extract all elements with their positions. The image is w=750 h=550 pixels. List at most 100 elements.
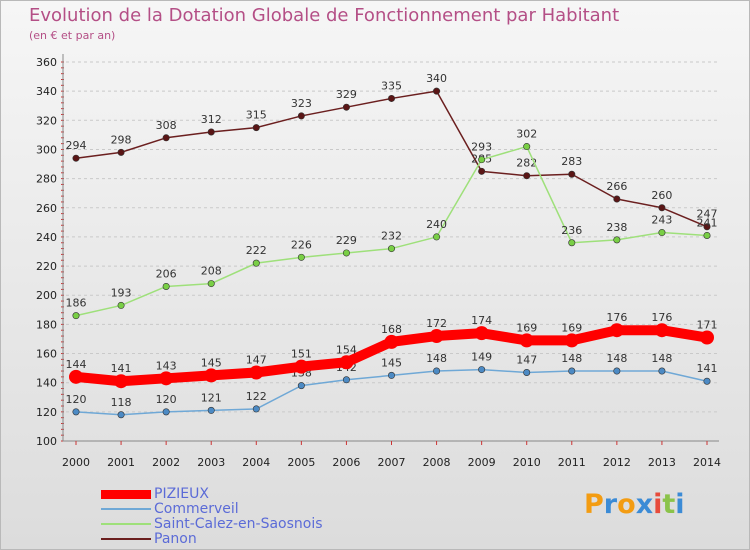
data-label-saint-calez-en-saosnois: 222 — [246, 244, 267, 257]
data-point-commerveil — [342, 376, 350, 384]
data-label-pizieux: 144 — [66, 358, 87, 371]
data-point-saint-calez-en-saosnois — [117, 301, 125, 309]
x-tick-label: 2002 — [152, 456, 180, 469]
data-label-pizieux: 172 — [426, 317, 447, 330]
legend-item-pizieux: PIZIEUX — [101, 486, 209, 502]
y-tick-label: 360 — [36, 56, 57, 69]
data-label-saint-calez-en-saosnois: 193 — [111, 286, 132, 299]
data-point-saint-calez-en-saosnois — [297, 253, 305, 261]
data-point-pizieux — [609, 323, 624, 338]
data-point-saint-calez-en-saosnois — [387, 245, 395, 253]
x-tick-label: 2005 — [287, 456, 315, 469]
data-label-commerveil: 148 — [561, 352, 582, 365]
data-point-commerveil — [523, 368, 531, 376]
data-point-saint-calez-en-saosnois — [252, 259, 260, 267]
data-label-commerveil: 120 — [66, 393, 87, 406]
data-label-panon: 308 — [156, 119, 177, 132]
legend-swatch-commerveil — [101, 508, 151, 510]
x-tick-label: 2003 — [197, 456, 225, 469]
y-tick-label: 240 — [36, 231, 57, 244]
data-label-pizieux: 176 — [606, 311, 627, 324]
data-point-commerveil — [117, 411, 125, 419]
data-label-panon: 340 — [426, 72, 447, 85]
legend-item-commerveil: Commerveil — [101, 501, 239, 517]
data-point-panon — [703, 223, 711, 231]
x-tick-label: 2013 — [648, 456, 676, 469]
data-point-panon — [568, 170, 576, 178]
data-label-pizieux: 176 — [651, 311, 672, 324]
x-tick-label: 2009 — [468, 456, 496, 469]
data-label-panon: 266 — [606, 180, 627, 193]
y-tick-label: 180 — [36, 318, 57, 331]
data-label-commerveil: 120 — [156, 393, 177, 406]
data-point-panon — [162, 134, 170, 142]
x-tick-label: 2004 — [242, 456, 270, 469]
x-tick-label: 2006 — [332, 456, 360, 469]
data-point-panon — [613, 195, 621, 203]
legend-label-pizieux: PIZIEUX — [154, 486, 209, 502]
data-label-panon: 282 — [516, 157, 537, 170]
data-point-commerveil — [613, 367, 621, 375]
x-tick-label: 2012 — [603, 456, 631, 469]
data-point-commerveil — [387, 371, 395, 379]
x-tick-label: 2010 — [513, 456, 541, 469]
data-point-pizieux — [339, 355, 354, 370]
data-label-commerveil: 148 — [606, 352, 627, 365]
data-label-panon: 329 — [336, 88, 357, 101]
data-point-saint-calez-en-saosnois — [478, 156, 486, 164]
data-label-panon: 315 — [246, 109, 267, 122]
data-point-commerveil — [252, 405, 260, 413]
data-label-panon: 298 — [111, 133, 132, 146]
data-label-commerveil: 118 — [111, 396, 132, 409]
data-point-pizieux — [474, 326, 489, 341]
y-tick-label: 260 — [36, 202, 57, 215]
y-tick-label: 320 — [36, 114, 57, 127]
data-point-saint-calez-en-saosnois — [162, 282, 170, 290]
data-point-saint-calez-en-saosnois — [342, 249, 350, 257]
data-point-commerveil — [72, 408, 80, 416]
data-label-saint-calez-en-saosnois: 232 — [381, 230, 402, 243]
data-label-commerveil: 141 — [697, 362, 718, 375]
data-point-commerveil — [162, 408, 170, 416]
data-label-saint-calez-en-saosnois: 243 — [651, 214, 672, 227]
data-point-pizieux — [249, 365, 264, 380]
data-point-commerveil — [703, 377, 711, 385]
data-label-pizieux: 145 — [201, 356, 222, 369]
data-point-commerveil — [658, 367, 666, 375]
data-label-pizieux: 143 — [156, 359, 177, 372]
data-label-commerveil: 121 — [201, 391, 222, 404]
legend-label-panon: Panon — [154, 531, 197, 547]
data-label-saint-calez-en-saosnois: 238 — [606, 221, 627, 234]
chart-subtitle: (en € et par an) — [29, 29, 116, 42]
y-tick-label: 340 — [36, 85, 57, 98]
data-point-pizieux — [384, 334, 399, 349]
data-point-saint-calez-en-saosnois — [523, 143, 531, 151]
data-point-pizieux — [114, 374, 129, 389]
data-label-panon: 294 — [66, 139, 87, 152]
data-point-commerveil — [478, 366, 486, 374]
data-label-pizieux: 141 — [111, 362, 132, 375]
data-point-panon — [387, 94, 395, 102]
data-point-pizieux — [204, 368, 219, 383]
legend-swatch-pizieux — [101, 489, 151, 499]
data-point-panon — [297, 112, 305, 120]
legend-label-saint-calez: Saint-Calez-en-Saosnois — [154, 516, 323, 532]
y-tick-label: 300 — [36, 143, 57, 156]
data-point-pizieux — [429, 329, 444, 344]
data-point-saint-calez-en-saosnois — [433, 233, 441, 241]
data-label-commerveil: 149 — [471, 351, 492, 364]
data-label-saint-calez-en-saosnois: 236 — [561, 224, 582, 237]
data-label-saint-calez-en-saosnois: 208 — [201, 265, 222, 278]
data-point-panon — [117, 148, 125, 156]
data-label-saint-calez-en-saosnois: 302 — [516, 128, 537, 141]
data-label-saint-calez-en-saosnois: 186 — [66, 297, 87, 310]
y-tick-label: 220 — [36, 260, 57, 273]
data-label-pizieux: 169 — [516, 321, 537, 334]
data-point-saint-calez-en-saosnois — [658, 229, 666, 237]
data-point-pizieux — [700, 330, 714, 345]
data-point-panon — [478, 167, 486, 175]
data-label-pizieux: 151 — [291, 348, 312, 361]
data-label-panon: 323 — [291, 97, 312, 110]
data-point-panon — [252, 124, 260, 132]
data-point-pizieux — [564, 333, 579, 348]
